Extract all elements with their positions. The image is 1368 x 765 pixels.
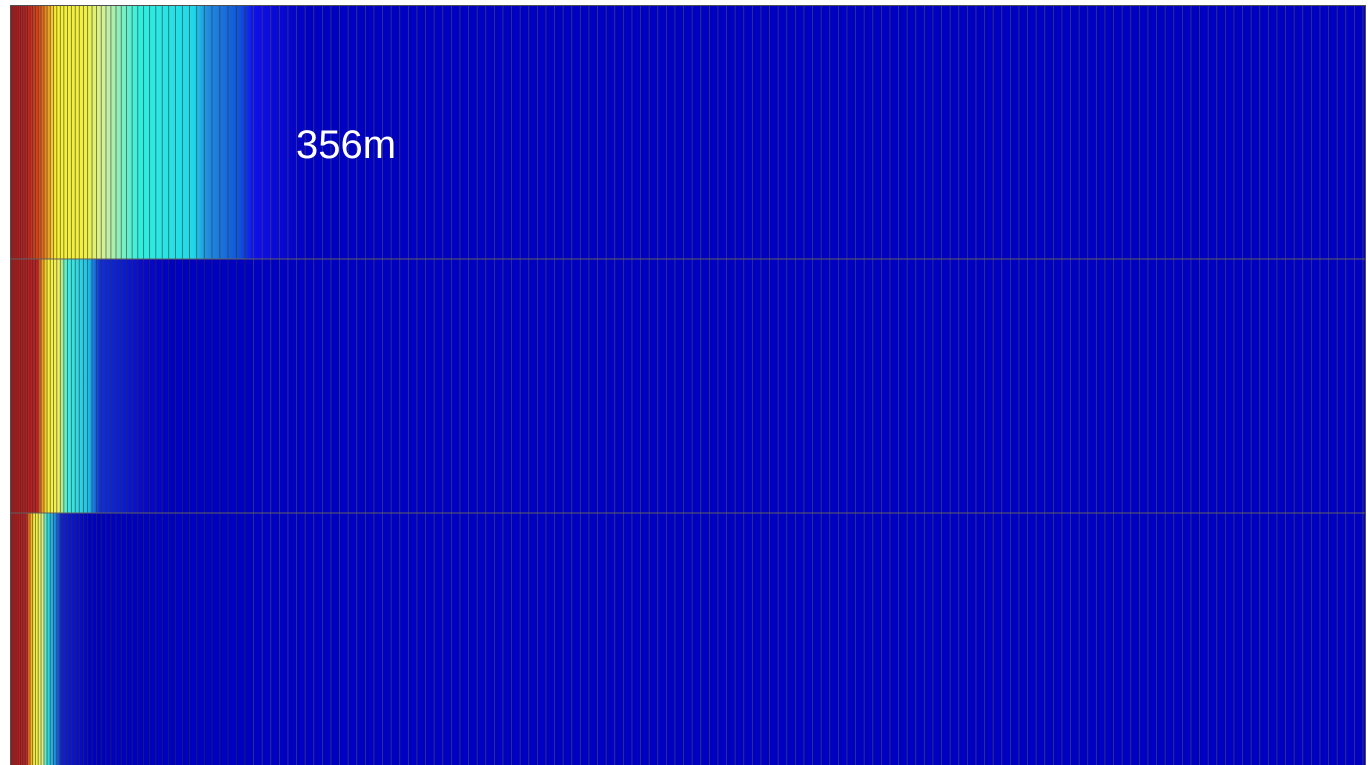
distance-label: 356m (296, 123, 396, 167)
layer-middle (10, 259, 1366, 513)
frame (10, 5, 1366, 765)
grid-columns (11, 5, 1364, 765)
layer-bottom (10, 513, 1366, 765)
layer-top (10, 5, 1366, 259)
